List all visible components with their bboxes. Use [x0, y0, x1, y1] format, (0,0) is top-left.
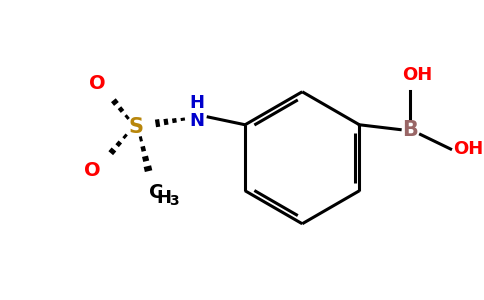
Text: OH: OH [453, 140, 483, 158]
Text: H: H [156, 189, 171, 207]
Text: C: C [149, 183, 163, 202]
Text: OH: OH [403, 66, 433, 84]
Text: O: O [84, 161, 101, 180]
Text: N: N [189, 112, 204, 130]
Text: 3: 3 [169, 194, 179, 208]
Text: O: O [89, 74, 106, 92]
Text: B: B [402, 120, 418, 140]
Text: H: H [189, 94, 204, 112]
Text: S: S [129, 117, 144, 137]
